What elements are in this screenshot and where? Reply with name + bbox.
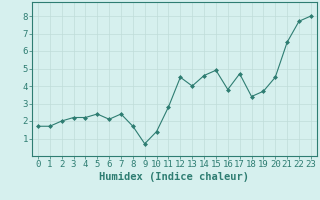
X-axis label: Humidex (Indice chaleur): Humidex (Indice chaleur) xyxy=(100,172,249,182)
